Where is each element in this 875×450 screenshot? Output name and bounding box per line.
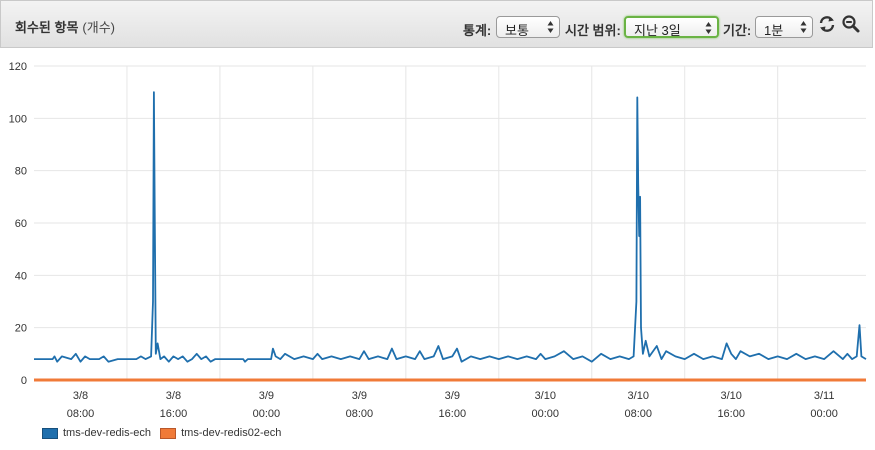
legend-swatch-series-2 [160, 427, 177, 439]
period-label: 기간: [723, 23, 752, 38]
x-tick-label: 3/10 [628, 390, 649, 402]
legend-item-series-2[interactable]: tms-dev-redis02-ech [160, 427, 281, 439]
statistic-label: 통계: [463, 23, 492, 38]
x-tick-label: 3/9 [259, 390, 274, 402]
y-tick-label: 60 [15, 218, 27, 230]
x-tick-label: 00:00 [810, 408, 838, 420]
refresh-icon[interactable] [817, 14, 837, 34]
time-range-select-value: 지난 3일 [634, 23, 681, 38]
panel-title-unit: (개수) [82, 20, 116, 35]
y-tick-label: 40 [15, 270, 27, 282]
x-tick-label: 00:00 [532, 408, 560, 420]
period-select[interactable]: 1분 [755, 16, 813, 38]
chart-area: 0 20 40 60 80 100 120 3/8 08:00 3/8 16:00 3/9 00:00… [0, 48, 875, 445]
line-chart: 0 20 40 60 80 100 120 3/8 08:00 3/8 16:00 3/9 00:00… [9, 61, 867, 420]
y-tick-label: 0 [21, 375, 27, 387]
chart-legend: tms-dev-redis-ech tms-dev-redis02-ech [42, 427, 287, 442]
y-tick-label: 120 [9, 61, 27, 73]
y-axis: 0 20 40 60 80 100 120 [9, 61, 27, 387]
panel-header: 회수된 항목 (개수) 통계: 보통 시간 범위: 지난 3일 기간: 1분 [0, 0, 873, 48]
y-tick-label: 20 [15, 323, 27, 335]
time-range-label: 시간 범위: [565, 23, 621, 38]
chart-series [34, 91, 867, 382]
x-tick-label: 3/8 [73, 390, 88, 402]
x-tick-label: 08:00 [624, 408, 652, 420]
statistic-select[interactable]: 보통 [496, 16, 560, 38]
select-arrows-icon [800, 21, 807, 33]
panel-title: 회수된 항목 (개수) [15, 17, 115, 36]
legend-label-series-2: tms-dev-redis02-ech [181, 427, 282, 439]
statistic-select-value: 보통 [505, 23, 529, 38]
time-range-select[interactable]: 지난 3일 [624, 16, 719, 38]
x-tick-label: 00:00 [253, 408, 281, 420]
x-tick-label: 3/10 [535, 390, 556, 402]
x-axis: 3/8 08:00 3/8 16:00 3/9 00:00 3/9 08:00 3/9 16:00… [67, 390, 838, 420]
x-tick-label: 3/11 [814, 390, 835, 402]
x-tick-label: 16:00 [717, 408, 745, 420]
x-tick-label: 3/8 [166, 390, 181, 402]
x-tick-label: 3/9 [445, 390, 460, 402]
series-line-1 [34, 91, 867, 363]
chart-grid [34, 65, 866, 380]
legend-swatch-series-1 [42, 427, 58, 439]
select-arrows-icon [547, 21, 554, 33]
select-arrows-icon [705, 22, 712, 34]
legend-item-series-1[interactable]: tms-dev-redis-ech [42, 427, 151, 439]
legend-label-series-1: tms-dev-redis-ech [63, 427, 152, 439]
x-tick-label: 16:00 [439, 408, 467, 420]
x-tick-label: 16:00 [160, 408, 188, 420]
x-tick-label: 3/9 [352, 390, 367, 402]
period-select-value: 1분 [764, 23, 784, 38]
x-tick-label: 08:00 [346, 408, 374, 420]
panel-title-text: 회수된 항목 [15, 20, 79, 35]
x-tick-label: 3/10 [720, 390, 741, 402]
y-tick-label: 80 [15, 166, 27, 178]
zoom-out-icon[interactable] [841, 14, 861, 34]
y-tick-label: 100 [9, 113, 27, 125]
x-tick-label: 08:00 [67, 408, 95, 420]
